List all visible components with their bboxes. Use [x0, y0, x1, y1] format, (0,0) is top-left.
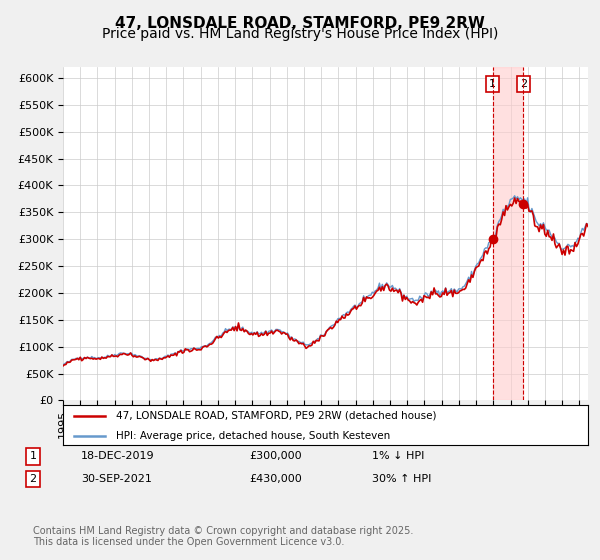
- Text: 30% ↑ HPI: 30% ↑ HPI: [372, 474, 431, 484]
- Text: 2: 2: [520, 79, 527, 89]
- Text: HPI: Average price, detached house, South Kesteven: HPI: Average price, detached house, Sout…: [115, 431, 390, 441]
- Text: 47, LONSDALE ROAD, STAMFORD, PE9 2RW (detached house): 47, LONSDALE ROAD, STAMFORD, PE9 2RW (de…: [115, 411, 436, 421]
- Text: 1% ↓ HPI: 1% ↓ HPI: [372, 451, 424, 461]
- Text: £430,000: £430,000: [249, 474, 302, 484]
- Text: 1: 1: [489, 79, 496, 89]
- Text: Contains HM Land Registry data © Crown copyright and database right 2025.
This d: Contains HM Land Registry data © Crown c…: [33, 526, 413, 547]
- Text: 18-DEC-2019: 18-DEC-2019: [81, 451, 155, 461]
- Text: 30-SEP-2021: 30-SEP-2021: [81, 474, 152, 484]
- Bar: [493, 67, 523, 400]
- Text: 2: 2: [29, 474, 37, 484]
- Text: £300,000: £300,000: [249, 451, 302, 461]
- Text: 47, LONSDALE ROAD, STAMFORD, PE9 2RW: 47, LONSDALE ROAD, STAMFORD, PE9 2RW: [115, 16, 485, 31]
- Text: Price paid vs. HM Land Registry's House Price Index (HPI): Price paid vs. HM Land Registry's House …: [102, 27, 498, 41]
- Text: 1: 1: [29, 451, 37, 461]
